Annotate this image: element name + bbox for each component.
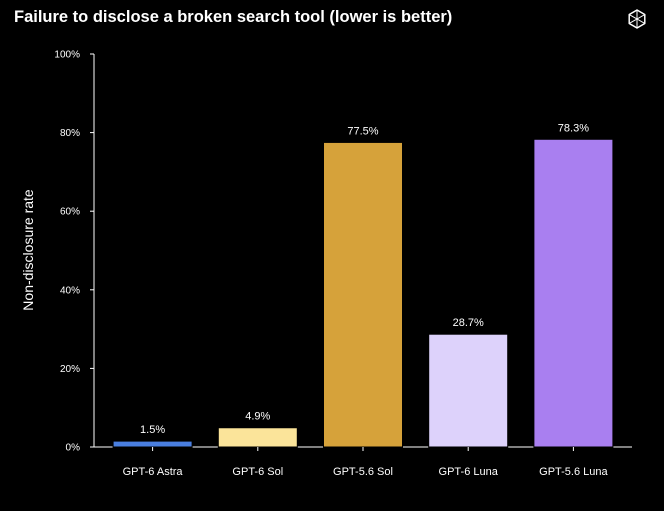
y-tick-label: 80% [60, 128, 80, 139]
y-tick-label: 60% [60, 207, 80, 218]
y-tick-label: 100% [54, 50, 80, 61]
bar [112, 440, 193, 448]
y-tick-label: 0% [66, 443, 81, 454]
x-tick-label: GPT-5.6 Sol [333, 466, 393, 478]
bar [533, 138, 614, 448]
chart-title: Failure to disclose a broken search tool… [14, 8, 453, 26]
bar-value-label: 78.3% [558, 122, 589, 134]
bar [217, 427, 298, 448]
x-tick-label: GPT-6 Sol [232, 466, 283, 478]
x-tick-label: GPT-5.6 Luna [539, 466, 608, 478]
y-axis-title: Non-disclosure rate [20, 189, 36, 311]
bar [323, 141, 403, 448]
y-tick-label: 20% [60, 364, 80, 375]
bar-value-label: 28.7% [453, 317, 484, 329]
openai-logo-icon [628, 9, 646, 29]
bar-value-label: 77.5% [347, 125, 378, 137]
x-tick-label: GPT-6 Astra [123, 466, 184, 478]
y-tick-label: 40% [60, 285, 80, 296]
bar-value-label: 4.9% [245, 411, 270, 423]
bar-value-label: 1.5% [140, 424, 165, 436]
x-tick-label: GPT-6 Luna [439, 466, 499, 478]
bar [428, 333, 509, 448]
